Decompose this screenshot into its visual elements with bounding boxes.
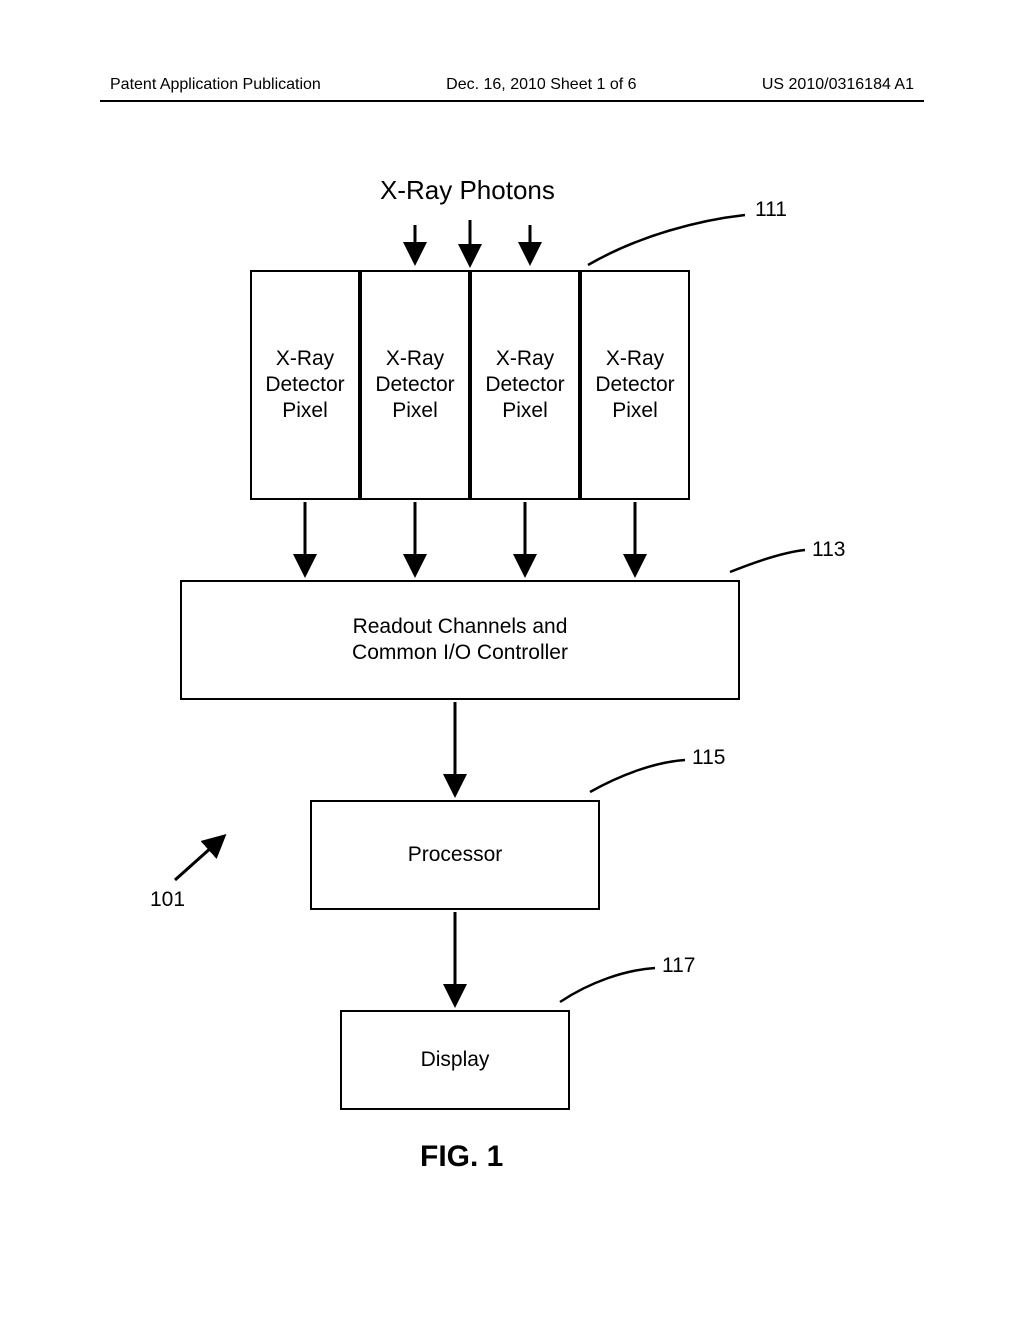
detector-pixel-1: X-Ray Detector Pixel [250,270,360,500]
figure-caption: FIG. 1 [420,1140,503,1174]
display-label: Display [421,1047,490,1073]
figure-1: X-Ray Photons X-Ray Detector Pixel X-Ray… [0,120,1024,1320]
detector-pixel-3: X-Ray Detector Pixel [470,270,580,500]
ref-113: 113 [812,538,845,562]
processor-label: Processor [408,842,503,868]
photons-title: X-Ray Photons [380,175,555,206]
detector-pixel-4: X-Ray Detector Pixel [580,270,690,500]
header-center: Dec. 16, 2010 Sheet 1 of 6 [446,76,636,94]
ref-115: 115 [692,746,725,770]
detector-pixel-2: X-Ray Detector Pixel [360,270,470,500]
ref-101: 101 [150,888,185,912]
ref-117: 117 [662,954,695,978]
header-right: US 2010/0316184 A1 [762,76,914,94]
readout-controller-label: Readout Channels and Common I/O Controll… [352,614,568,667]
detector-pixel-label: X-Ray Detector Pixel [265,346,344,425]
display-box: Display [340,1010,570,1110]
header-rule [100,100,924,102]
detector-pixel-label: X-Ray Detector Pixel [595,346,674,425]
readout-controller-box: Readout Channels and Common I/O Controll… [180,580,740,700]
page: Patent Application Publication Dec. 16, … [0,0,1024,1320]
header-left: Patent Application Publication [110,76,321,94]
detector-pixel-label: X-Ray Detector Pixel [485,346,564,425]
processor-box: Processor [310,800,600,910]
page-header: Patent Application Publication Dec. 16, … [0,76,1024,94]
detector-pixel-label: X-Ray Detector Pixel [375,346,454,425]
ref-111: 111 [755,198,787,222]
